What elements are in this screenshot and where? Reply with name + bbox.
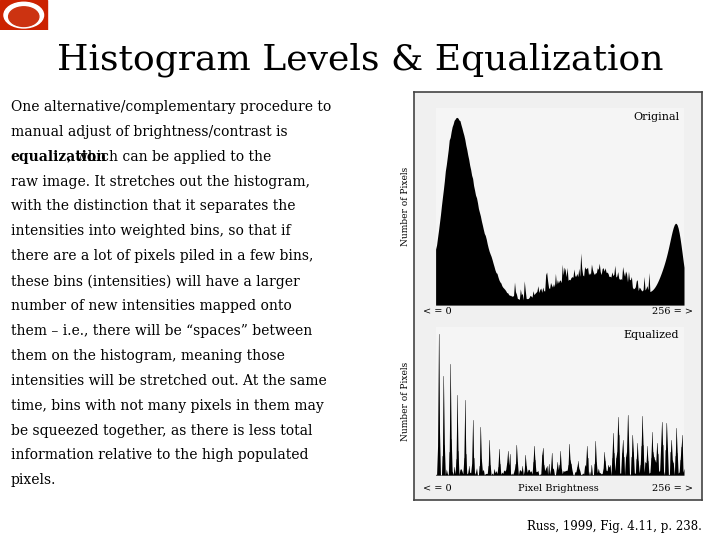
Text: UW-Madison Geology  777: UW-Madison Geology 777 <box>54 9 227 22</box>
Bar <box>0 0 47 30</box>
Text: raw image. It stretches out the histogram,: raw image. It stretches out the histogra… <box>11 174 310 188</box>
Text: time, bins with not many pixels in them may: time, bins with not many pixels in them … <box>11 399 323 413</box>
Ellipse shape <box>4 2 44 28</box>
Ellipse shape <box>9 7 39 26</box>
Text: 256 = >: 256 = > <box>652 484 693 492</box>
Text: Original: Original <box>633 112 679 122</box>
Text: Pixel Brightness: Pixel Brightness <box>518 484 598 492</box>
Text: Number of Pixels: Number of Pixels <box>401 361 410 441</box>
Text: information relative to the high populated: information relative to the high populat… <box>11 448 308 462</box>
Text: < = 0: < = 0 <box>423 307 451 315</box>
Text: equalization: equalization <box>11 150 107 164</box>
Text: One alternative/complementary procedure to: One alternative/complementary procedure … <box>11 100 331 114</box>
Text: intensities will be stretched out. At the same: intensities will be stretched out. At th… <box>11 374 327 388</box>
Text: 256 = >: 256 = > <box>652 307 693 315</box>
Text: with the distinction that it separates the: with the distinction that it separates t… <box>11 199 295 213</box>
Text: there are a lot of pixels piled in a few bins,: there are a lot of pixels piled in a few… <box>11 249 313 263</box>
Text: pixels.: pixels. <box>11 474 56 487</box>
Text: < = 0: < = 0 <box>423 484 451 492</box>
Text: them on the histogram, meaning those: them on the histogram, meaning those <box>11 349 284 363</box>
Text: intensities into weighted bins, so that if: intensities into weighted bins, so that … <box>11 224 290 238</box>
Text: be squeezed together, as there is less total: be squeezed together, as there is less t… <box>11 423 312 437</box>
Text: manual adjust of brightness/contrast is: manual adjust of brightness/contrast is <box>11 125 287 139</box>
Text: Histogram Levels & Equalization: Histogram Levels & Equalization <box>57 42 663 77</box>
Text: Equalized: Equalized <box>624 329 679 340</box>
Text: these bins (intensities) will have a larger: these bins (intensities) will have a lar… <box>11 274 300 288</box>
Text: , which can be applied to the: , which can be applied to the <box>68 150 271 164</box>
Text: number of new intensities mapped onto: number of new intensities mapped onto <box>11 299 292 313</box>
Text: Number of Pixels: Number of Pixels <box>401 167 410 246</box>
Text: Russ, 1999, Fig. 4.11, p. 238.: Russ, 1999, Fig. 4.11, p. 238. <box>527 520 702 533</box>
Text: them – i.e., there will be “spaces” between: them – i.e., there will be “spaces” betw… <box>11 324 312 338</box>
